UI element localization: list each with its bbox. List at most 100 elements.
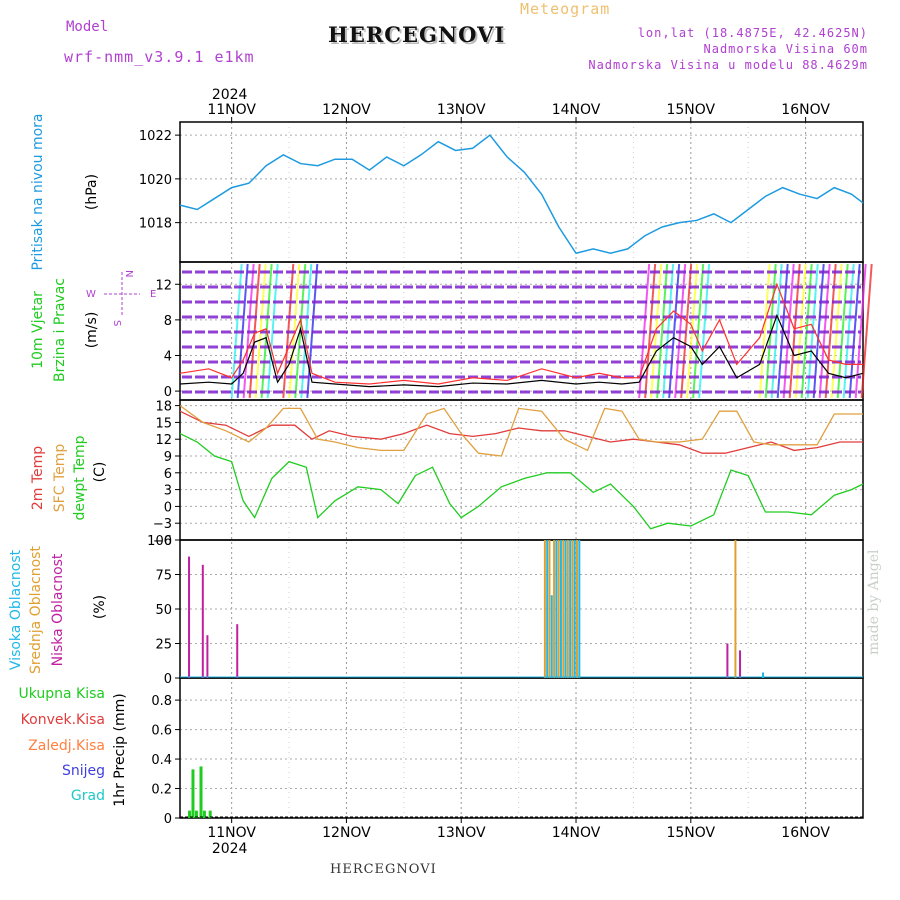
sfc-temp-axis-label: SFC Temp xyxy=(52,444,68,513)
temperature-ytick-label: 6 xyxy=(164,467,172,482)
footer-station-name: HERCEGNOVI xyxy=(330,862,437,877)
low-cloud-bar xyxy=(201,564,204,678)
total-precip-bar xyxy=(188,810,192,818)
total-precip-bar xyxy=(202,810,206,818)
low-cloud-bar xyxy=(726,643,729,678)
model-altitude-label: Nadmorska Visina u modelu 88.4629m xyxy=(588,58,868,72)
temperature-ytick-label: −6 xyxy=(153,534,172,549)
high-cloud-axis-label: Visoka Oblacnost xyxy=(8,549,24,670)
temperature-panel-frame xyxy=(179,399,864,541)
compass-n: N xyxy=(123,270,134,277)
year-label-bottom: 2024 xyxy=(212,841,248,857)
model-name: wrf-nmm_v3.9.1 e1km xyxy=(64,48,255,66)
precip-ytick-label: 0.2 xyxy=(151,783,172,798)
pressure-axis-label: Pritisak na nivou mora xyxy=(30,113,46,270)
compass-s: S xyxy=(111,320,122,326)
wind-axis-label-2: Brzina i Pravac xyxy=(52,278,68,382)
temperature-unit-label: (C) xyxy=(92,462,108,483)
lonlat-label: lon,lat (18.4875E, 42.4625N) xyxy=(637,26,868,40)
dewpoint-axis-label: dewpt Temp xyxy=(72,435,88,520)
precip-legend-item: Konvek.Kisa xyxy=(21,712,105,728)
temperature-ytick-label: 9 xyxy=(164,450,172,465)
mid-cloud-bar xyxy=(543,540,546,678)
mid-cloud-bar xyxy=(548,540,551,678)
compass-e: E xyxy=(150,289,156,300)
wind-direction-legend: W E N S xyxy=(86,270,156,326)
meteogram-label: Meteogram xyxy=(520,0,611,18)
pressure-unit-label: (hPa) xyxy=(84,174,100,210)
precip-ytick-label: 0.8 xyxy=(151,694,172,709)
day-label-top: 11NOV xyxy=(207,102,256,118)
mid-cloud-bar xyxy=(576,540,579,678)
temperature-ytick-label: 18 xyxy=(155,400,172,415)
temperature-ytick-label: 15 xyxy=(155,416,172,431)
day-label-top: 12NOV xyxy=(322,102,371,118)
high-cloud-bar xyxy=(578,540,581,678)
clouds-ytick-label: 50 xyxy=(155,603,172,618)
day-label-top: 15NOV xyxy=(666,102,715,118)
total-precip-bar xyxy=(194,810,198,818)
mid-cloud-axis-label: Srednja Oblacnost xyxy=(28,546,44,674)
pressure-line xyxy=(179,134,864,255)
day-label-bottom: 12NOV xyxy=(322,825,371,841)
low-cloud-bar xyxy=(188,556,191,678)
day-label-top: 14NOV xyxy=(552,102,601,118)
cloud-unit-label: (%) xyxy=(92,595,108,619)
high-cloud-bar xyxy=(569,540,572,678)
temperature-ytick-label: −3 xyxy=(153,517,172,532)
wind-ytick-label: 12 xyxy=(155,278,172,293)
temperature-ytick-label: 3 xyxy=(164,484,172,499)
dewpoint-line xyxy=(179,433,864,530)
mid-cloud-bar xyxy=(571,540,574,678)
precip-legend-item: Zaledj.Kisa xyxy=(28,738,105,754)
compass-w: W xyxy=(86,289,96,300)
precip-ytick-label: 0.4 xyxy=(151,753,172,768)
high-cloud-bar xyxy=(761,672,764,678)
sfc-temp-line xyxy=(179,405,863,457)
day-label-bottom: 11NOV xyxy=(207,825,256,841)
clouds-ytick-label: 100 xyxy=(147,534,172,549)
precip-ytick-label: 0 xyxy=(164,812,172,827)
total-precip-bar xyxy=(191,769,195,818)
wind-ytick-label: 8 xyxy=(164,314,172,329)
year-label-top: 2024 xyxy=(212,87,248,103)
mid-cloud-bar xyxy=(562,540,565,678)
temperature-ytick-label: 0 xyxy=(164,500,172,515)
low-cloud-bar xyxy=(206,635,209,678)
mid-cloud-bar xyxy=(553,540,556,678)
wind-axis-label: 10m Vjetar xyxy=(30,291,46,369)
precip-legend-item: Grad xyxy=(71,788,105,804)
precip-ytick-label: 0.6 xyxy=(151,724,172,739)
total-precip-bar xyxy=(199,766,203,818)
clouds-ytick-label: 0 xyxy=(164,672,172,687)
pressure-ytick-label: 1022 xyxy=(139,129,172,144)
wind-ytick-label: 4 xyxy=(164,349,172,364)
temperature-ytick-label: 12 xyxy=(155,433,172,448)
clouds-ytick-label: 25 xyxy=(155,638,172,653)
day-label-bottom: 16NOV xyxy=(781,825,830,841)
model-label: Model xyxy=(66,19,109,35)
grid-lines xyxy=(180,122,863,819)
high-cloud-bar xyxy=(573,540,576,678)
wind-unit-label: (m/s) xyxy=(84,312,100,349)
precip-legend-item: Snijeg xyxy=(62,763,105,779)
wind-gust-line xyxy=(179,282,863,385)
high-cloud-bar xyxy=(559,540,562,678)
low-cloud-bar xyxy=(739,650,742,678)
day-label-top: 13NOV xyxy=(437,102,486,118)
wind-ytick-label: 0 xyxy=(164,385,172,400)
low-cloud-bar xyxy=(236,624,239,678)
day-label-bottom: 13NOV xyxy=(437,825,486,841)
wind-barb xyxy=(860,263,873,399)
page-title: HERCEGNOVI xyxy=(328,22,506,47)
high-cloud-bar xyxy=(546,540,549,678)
temp2m-line xyxy=(179,410,863,454)
low-cloud-axis-label: Niska Oblacnost xyxy=(50,553,66,666)
clouds-ytick-label: 75 xyxy=(155,569,172,584)
total-precip-bar xyxy=(208,810,212,818)
day-label-top: 16NOV xyxy=(781,102,830,118)
day-label-bottom: 15NOV xyxy=(666,825,715,841)
altitude-label: Nadmorska Visina 60m xyxy=(703,42,868,56)
temp2m-axis-label: 2m Temp xyxy=(30,446,46,510)
